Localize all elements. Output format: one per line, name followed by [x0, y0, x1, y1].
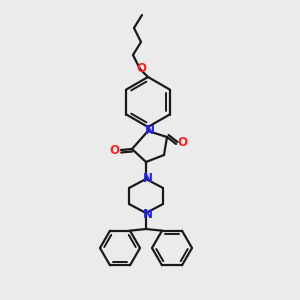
- Text: O: O: [177, 136, 187, 149]
- Text: N: N: [145, 124, 155, 136]
- Text: N: N: [143, 208, 153, 220]
- Text: N: N: [143, 172, 153, 184]
- Text: O: O: [109, 143, 119, 157]
- Text: O: O: [136, 62, 146, 76]
